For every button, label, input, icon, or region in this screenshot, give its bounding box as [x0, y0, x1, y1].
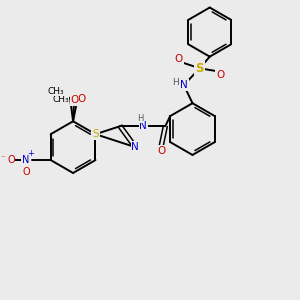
- Text: CH₃: CH₃: [52, 95, 69, 104]
- Text: H: H: [137, 114, 144, 123]
- Text: O: O: [70, 95, 79, 105]
- Text: H: H: [172, 78, 178, 87]
- Text: ⁻: ⁻: [1, 153, 5, 162]
- Text: O: O: [7, 155, 15, 165]
- Text: O: O: [157, 146, 165, 156]
- Text: O: O: [77, 94, 85, 104]
- Text: N: N: [180, 80, 188, 90]
- Text: N: N: [22, 155, 29, 165]
- Text: N: N: [131, 142, 139, 152]
- Text: N: N: [140, 121, 147, 131]
- Text: O: O: [216, 70, 224, 80]
- Text: O: O: [175, 54, 183, 64]
- Text: +: +: [27, 149, 34, 158]
- Text: S: S: [195, 62, 204, 75]
- Text: S: S: [92, 129, 99, 139]
- Text: CH₃: CH₃: [47, 87, 64, 96]
- Text: O: O: [22, 167, 30, 177]
